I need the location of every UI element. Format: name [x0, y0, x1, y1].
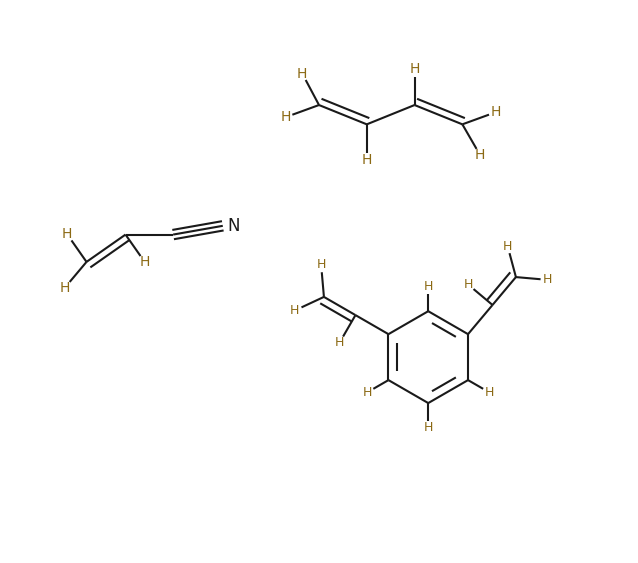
Text: H: H	[503, 240, 512, 253]
Text: H: H	[424, 280, 433, 293]
Text: H: H	[290, 304, 300, 317]
Text: H: H	[410, 62, 420, 77]
Text: H: H	[463, 278, 473, 291]
Text: H: H	[280, 110, 291, 124]
Text: H: H	[335, 336, 344, 350]
Text: H: H	[62, 227, 73, 242]
Text: H: H	[485, 386, 494, 399]
Text: N: N	[228, 217, 241, 235]
Text: H: H	[424, 421, 433, 434]
Text: H: H	[60, 280, 70, 294]
Text: H: H	[543, 274, 553, 287]
Text: H: H	[316, 258, 326, 271]
Text: H: H	[362, 153, 372, 167]
Text: H: H	[140, 255, 150, 269]
Text: H: H	[475, 148, 486, 162]
Text: H: H	[362, 386, 372, 399]
Text: H: H	[491, 105, 501, 119]
Text: H: H	[297, 66, 308, 81]
